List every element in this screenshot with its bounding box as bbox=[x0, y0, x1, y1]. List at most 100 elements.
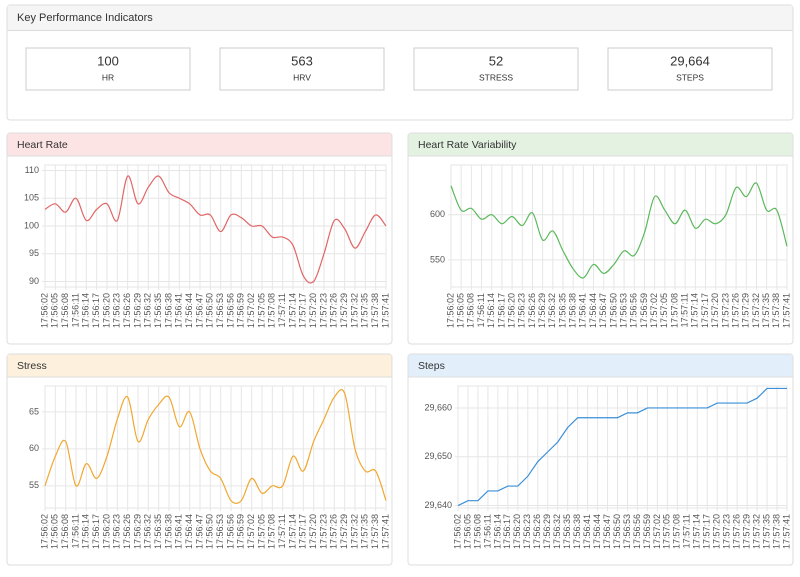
y-tick-label: 60 bbox=[29, 443, 39, 453]
x-tick-label: 17:57:26 bbox=[329, 514, 339, 549]
kpi-header bbox=[7, 5, 793, 31]
x-tick-label: 17:57:26 bbox=[732, 514, 742, 549]
x-tick-label: 17:56:44 bbox=[592, 514, 602, 549]
x-tick-label: 17:56:20 bbox=[512, 514, 522, 549]
x-tick-label: 17:57:05 bbox=[256, 293, 266, 328]
x-tick-label: 17:57:29 bbox=[741, 514, 751, 549]
x-tick-label: 17:56:02 bbox=[39, 293, 49, 328]
x-tick-label: 17:56:14 bbox=[486, 293, 496, 328]
y-tick-label: 29,650 bbox=[424, 451, 452, 461]
x-tick-label: 17:56:41 bbox=[174, 293, 184, 328]
x-tick-label: 17:56:59 bbox=[639, 293, 649, 328]
x-tick-label: 17:57:23 bbox=[318, 514, 328, 549]
chart-title: Heart Rate bbox=[17, 139, 68, 151]
x-tick-label: 17:56:44 bbox=[588, 293, 598, 328]
x-tick-label: 17:56:32 bbox=[143, 514, 153, 549]
x-tick-label: 17:57:23 bbox=[722, 514, 732, 549]
x-tick-label: 17:57:08 bbox=[669, 293, 679, 328]
chart-panel bbox=[407, 132, 794, 345]
x-tick-label: 17:57:14 bbox=[287, 293, 297, 328]
x-tick-label: 17:57:26 bbox=[329, 293, 339, 328]
x-tick-label: 17:56:05 bbox=[50, 293, 60, 328]
x-tick-label: 17:57:38 bbox=[771, 514, 781, 549]
x-tick-label: 17:57:32 bbox=[751, 514, 761, 549]
x-tick-label: 17:56:53 bbox=[622, 514, 632, 549]
x-tick-label: 17:57:23 bbox=[720, 293, 730, 328]
x-tick-label: 17:57:14 bbox=[690, 293, 700, 328]
x-tick-label: 17:57:17 bbox=[298, 514, 308, 549]
x-tick-label: 17:56:38 bbox=[163, 293, 173, 328]
x-tick-label: 17:57:41 bbox=[781, 293, 791, 328]
x-tick-label: 17:56:20 bbox=[101, 293, 111, 328]
x-tick-label: 17:56:17 bbox=[91, 293, 101, 328]
x-tick-label: 17:56:26 bbox=[532, 514, 542, 549]
x-tick-label: 17:56:56 bbox=[629, 293, 639, 328]
x-tick-label: 17:57:14 bbox=[692, 514, 702, 549]
x-tick-label: 17:56:50 bbox=[608, 293, 618, 328]
y-tick-label: 65 bbox=[29, 406, 39, 416]
x-tick-label: 17:57:08 bbox=[672, 514, 682, 549]
x-tick-label: 17:56:32 bbox=[143, 293, 153, 328]
x-tick-label: 17:56:44 bbox=[184, 293, 194, 328]
chart-title: Heart Rate Variability bbox=[418, 139, 517, 151]
chart-header bbox=[7, 354, 392, 377]
x-tick-label: 17:56:47 bbox=[602, 514, 612, 549]
x-tick-label: 17:57:41 bbox=[380, 293, 390, 328]
x-tick-label: 17:57:20 bbox=[712, 514, 722, 549]
x-tick-label: 17:56:14 bbox=[81, 514, 91, 549]
x-tick-label: 17:56:29 bbox=[132, 293, 142, 328]
x-tick-label: 17:57:17 bbox=[298, 293, 308, 328]
x-tick-label: 17:56:11 bbox=[70, 514, 80, 548]
kpi-title: Key Performance Indicators bbox=[17, 12, 153, 24]
x-tick-label: 17:56:47 bbox=[194, 514, 204, 549]
x-tick-label: 17:56:02 bbox=[445, 293, 455, 328]
kpi-card bbox=[607, 47, 773, 91]
x-tick-label: 17:57:02 bbox=[246, 514, 256, 549]
x-tick-label: 17:56:38 bbox=[572, 514, 582, 549]
x-tick-label: 17:57:38 bbox=[370, 293, 380, 328]
x-tick-label: 17:56:32 bbox=[547, 293, 557, 328]
x-tick-label: 17:57:20 bbox=[710, 293, 720, 328]
data-line bbox=[457, 387, 787, 507]
kpi-card bbox=[413, 47, 579, 91]
y-tick-label: 55 bbox=[29, 480, 39, 490]
x-tick-label: 17:56:50 bbox=[205, 293, 215, 328]
kpi-value: 52 bbox=[489, 53, 503, 68]
x-tick-label: 17:56:56 bbox=[225, 514, 235, 549]
x-tick-label: 17:56:17 bbox=[496, 293, 506, 328]
y-tick-label: 550 bbox=[430, 254, 445, 264]
kpi-card bbox=[219, 47, 385, 91]
x-tick-label: 17:56:47 bbox=[598, 293, 608, 328]
x-tick-label: 17:57:11 bbox=[277, 293, 287, 327]
x-tick-label: 17:57:29 bbox=[339, 293, 349, 328]
data-line bbox=[450, 182, 788, 279]
x-tick-label: 17:56:53 bbox=[215, 293, 225, 328]
x-tick-label: 17:57:35 bbox=[360, 293, 370, 328]
chart-header bbox=[408, 354, 793, 377]
x-tick-label: 17:56:05 bbox=[462, 514, 472, 549]
x-tick-label: 17:57:35 bbox=[761, 514, 771, 549]
x-tick-label: 17:56:56 bbox=[225, 293, 235, 328]
x-tick-label: 17:56:35 bbox=[557, 293, 567, 328]
kpi-label: STEPS bbox=[676, 72, 704, 82]
y-tick-label: 105 bbox=[24, 193, 39, 203]
x-tick-label: 17:57:17 bbox=[700, 293, 710, 328]
x-tick-label: 17:56:08 bbox=[60, 293, 70, 328]
x-tick-label: 17:56:35 bbox=[562, 514, 572, 549]
x-tick-label: 17:56:59 bbox=[642, 514, 652, 549]
x-tick-label: 17:56:23 bbox=[112, 514, 122, 549]
x-tick-label: 17:57:02 bbox=[652, 514, 662, 549]
x-tick-label: 17:56:14 bbox=[81, 293, 91, 328]
x-tick-label: 17:57:29 bbox=[339, 514, 349, 549]
y-tick-label: 600 bbox=[430, 209, 445, 219]
x-tick-label: 17:57:17 bbox=[702, 514, 712, 549]
x-tick-label: 17:57:05 bbox=[659, 293, 669, 328]
x-tick-label: 17:56:17 bbox=[502, 514, 512, 549]
x-tick-label: 17:57:11 bbox=[680, 293, 690, 327]
x-tick-label: 17:57:14 bbox=[287, 514, 297, 549]
x-tick-label: 17:56:05 bbox=[456, 293, 466, 328]
x-tick-label: 17:56:41 bbox=[174, 514, 184, 549]
x-tick-label: 17:56:35 bbox=[153, 293, 163, 328]
x-tick-label: 17:57:23 bbox=[318, 293, 328, 328]
kpi-label: HR bbox=[102, 72, 114, 82]
